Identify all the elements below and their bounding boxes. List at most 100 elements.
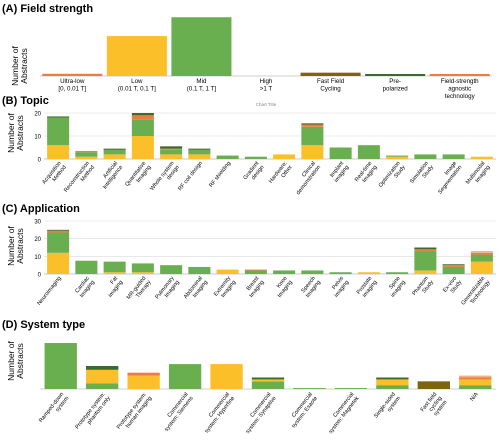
bar	[171, 17, 232, 76]
x-tick-label-line: polarized	[383, 86, 409, 93]
bar-segment	[131, 119, 154, 136]
bar	[42, 73, 103, 76]
x-tick-label-line: Mid	[196, 78, 207, 85]
x-tick-label-line: Fat	[109, 275, 119, 285]
x-tick-label: Commercialsystem: Siemens	[159, 391, 195, 432]
bar-segment	[459, 379, 492, 386]
y-tick-label: 10	[34, 255, 41, 261]
bar-segment	[160, 154, 183, 159]
x-tick-label: High >1 T	[260, 78, 273, 93]
x-tick-label: ExtremityImaging	[213, 275, 237, 301]
bar-segment	[103, 154, 126, 159]
bar-segment	[131, 113, 154, 116]
x-tick-label: Commercialsystem: Magnetek	[323, 391, 361, 435]
x-tick-label: QuantitativeImaging	[124, 161, 152, 192]
bar-segment	[47, 229, 70, 231]
bar-segment	[160, 148, 183, 150]
y-axis-label-line: Abstracts	[19, 48, 29, 83]
bar-segment	[414, 249, 437, 252]
x-tick-label: SpeechImaging	[300, 276, 322, 299]
bar-segment	[86, 383, 119, 389]
bar-segment	[47, 232, 70, 253]
bar-segment	[188, 154, 211, 159]
x-tick-label: Prototype system:phantom only	[74, 391, 112, 434]
x-tick-label-line: technology	[445, 93, 476, 100]
bar-segment	[160, 265, 183, 274]
x-tick-label: ReconstructionMethod	[63, 161, 96, 198]
x-tick-label-line: Ultra-low	[60, 78, 85, 85]
bar-segment	[160, 146, 183, 149]
chart-panel-3: (C) Application Number ofAbstracts 0 10 20 30…	[2, 203, 496, 307]
panel-title: (A) Field strength	[2, 3, 93, 15]
x-tick-label: AcquisitionMethod	[41, 161, 68, 190]
x-tick-label: RF shielding	[208, 161, 232, 189]
bar-segment	[376, 385, 409, 389]
bar-segment	[86, 369, 119, 384]
x-tick-label: MultimodalImaging	[465, 161, 492, 190]
x-tick-label: Implantimaging	[328, 160, 350, 183]
bar	[300, 72, 361, 76]
bar-segment	[168, 364, 202, 389]
bar-segment	[442, 266, 465, 274]
y-tick-label: 20	[34, 112, 41, 118]
x-tick-label-line: RF shielding	[208, 161, 232, 189]
bar-segment	[357, 145, 380, 159]
x-tick-label: Ex-vivoStudy	[442, 275, 463, 297]
bar-segment	[329, 147, 352, 159]
x-tick-label: PhantomStudy	[411, 275, 435, 301]
bar-segment	[188, 266, 211, 274]
y-axis-label: Number ofAbstracts	[10, 46, 29, 86]
bar-segment	[75, 156, 98, 159]
y-axis-label-line: Abstracts	[15, 228, 25, 263]
bar-segment	[414, 251, 437, 271]
x-tick-label-line: Field-strength	[441, 78, 479, 85]
bar-segment	[459, 375, 492, 378]
x-tick-label-line: High	[260, 78, 273, 85]
y-tick-label: 10	[34, 135, 41, 141]
x-tick-label: Single-sidedsystem	[373, 391, 402, 423]
x-tick-label: Fast fieldcyclingsystem	[420, 391, 449, 421]
x-tick-label: Real-timeImaging	[354, 161, 379, 188]
y-axis-label-line: Number of	[10, 46, 20, 86]
bar-segment	[244, 270, 267, 274]
bar-segment	[414, 154, 437, 159]
x-tick-label: Commercialsystem: Esaote	[286, 392, 319, 430]
bar-segment	[86, 366, 119, 370]
x-tick-label-line: Fast Field	[317, 78, 345, 85]
x-tick-label-line: [0, 0.01 T]	[58, 86, 86, 93]
bar-segment	[103, 272, 126, 274]
x-tick-label: KneeImaging	[272, 276, 294, 299]
bar-segment	[188, 149, 211, 155]
x-tick-label-line: RF coil design	[177, 161, 204, 193]
x-tick-label: Fatimaging	[102, 275, 124, 298]
bar-segment	[273, 154, 296, 159]
bar-segment	[47, 145, 70, 159]
bar-segment	[376, 379, 409, 386]
x-tick-label-line: Low	[131, 78, 143, 85]
x-tick-label: Spineimaging	[385, 276, 407, 299]
x-tick-label: Commercialsystem: Hyperfine	[199, 392, 236, 435]
bar-segment	[131, 272, 154, 274]
panel-title: (C) Application	[2, 203, 80, 215]
y-tick-label: 0	[38, 158, 42, 164]
x-tick-label: ArtificialIntelligence	[97, 161, 124, 191]
bar-segment	[414, 247, 437, 250]
bar-segment	[103, 148, 126, 150]
x-tick-label: Hardware:Other	[268, 160, 294, 188]
bar-segment	[386, 155, 409, 157]
x-tick-label: Clinicaldemonstration	[290, 161, 322, 197]
bar-segment	[386, 156, 409, 159]
bar-segment	[301, 126, 324, 146]
bar-segment	[44, 343, 77, 389]
x-tick-label-line: Cycling	[320, 86, 341, 93]
bar-segment	[301, 124, 324, 127]
x-tick-label: Commercialsystem: Synaptive	[240, 392, 278, 435]
y-axis-label-line: Abstracts	[15, 115, 25, 150]
chart-panel-4: (D) System type Number ofAbstracts Ramped-…	[2, 319, 496, 435]
bar-segment	[442, 154, 465, 159]
x-tick-label-line: (0.1 T, 1 T]	[187, 86, 217, 93]
y-axis-label: Number ofAbstracts	[6, 341, 25, 381]
x-tick-label: BreastImaging	[243, 275, 265, 299]
x-tick-label: Gradientdesign	[243, 160, 266, 185]
panel-title: (B) Topic	[2, 95, 49, 107]
